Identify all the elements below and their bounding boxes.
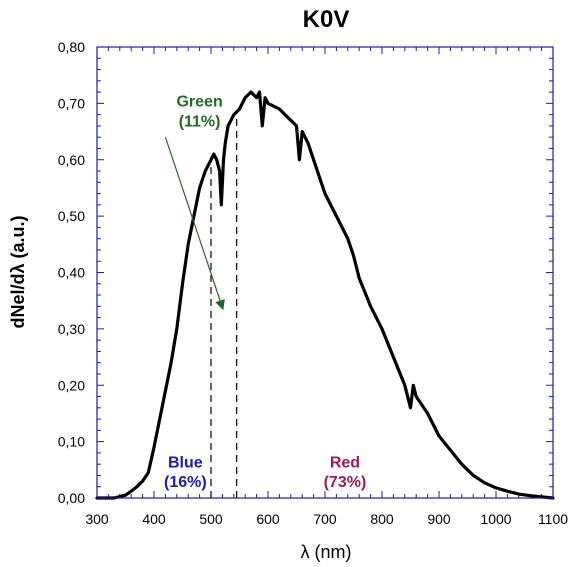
y-tick-label: 0,80: [58, 39, 85, 55]
y-axis-label: dNel/dλ (a.u.): [8, 215, 28, 328]
x-tick-label: 300: [85, 511, 109, 527]
y-tick-label: 0,50: [58, 208, 85, 224]
y-tick-label: 0,30: [58, 321, 85, 337]
axis-ticks: [96, 46, 554, 499]
y-tick-label: 0,60: [58, 152, 85, 168]
y-tick-labels: 0,00 0,10 0,20 0,30 0,40 0,50 0,60 0,70 0,80: [58, 39, 85, 506]
x-axis-label: λ (nm): [301, 542, 352, 562]
x-tick-label: 900: [427, 511, 451, 527]
y-tick-label: 0,10: [58, 434, 85, 450]
band-annotations: Blue (16%) Green (11%) Red (73%): [164, 94, 366, 492]
green-band-arrow: [164, 137, 225, 311]
y-tick-label: 0,20: [58, 377, 85, 393]
band-label: Blue: [168, 454, 203, 471]
x-tick-label: 1100: [538, 511, 568, 527]
band-label: Green: [176, 94, 222, 111]
x-tick-label: 700: [313, 511, 337, 527]
x-tick-labels: 300 400 500 600 700 800 900 1000 1100: [85, 511, 568, 527]
band-percentage: (73%): [324, 474, 367, 491]
y-tick-label: 0,40: [58, 265, 85, 281]
x-tick-label: 800: [370, 511, 394, 527]
x-tick-label: 500: [199, 511, 223, 527]
y-tick-label: 0,70: [58, 95, 85, 111]
chart-title: K0V: [303, 6, 350, 33]
x-tick-label: 600: [256, 511, 280, 527]
band-dividers: [210, 111, 238, 498]
y-tick-label: 0,00: [58, 490, 85, 506]
series-group: [95, 90, 555, 500]
band-label: Red: [330, 454, 360, 471]
plot-frame: [96, 46, 554, 499]
band-percentage: (16%): [164, 474, 207, 491]
x-tick-label: 1000: [480, 511, 511, 527]
x-tick-label: 400: [142, 511, 166, 527]
band-percentage: (11%): [179, 113, 221, 130]
spectrum-line: [95, 90, 555, 500]
